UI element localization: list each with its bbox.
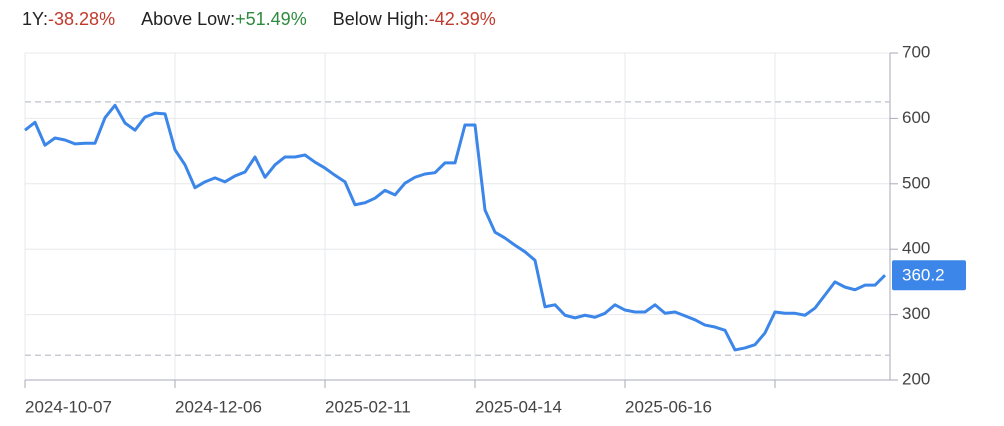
stat-value: -38.28% (48, 9, 115, 29)
y-tick-label: 400 (902, 239, 930, 258)
x-tick-label: 2024-10-07 (25, 397, 112, 416)
y-tick-label: 200 (902, 369, 930, 388)
stat-value: +51.49% (235, 9, 307, 29)
stat-label: Below High: (333, 9, 429, 29)
x-tick-label: 2025-06-16 (625, 397, 712, 416)
stat-value: -42.39% (429, 9, 496, 29)
y-tick-label: 500 (902, 173, 930, 192)
last-value-box (892, 260, 966, 291)
price-line (24, 103, 887, 352)
y-tick-label: 300 (902, 304, 930, 323)
last-value-label: 360.2 (902, 266, 945, 285)
x-tick-label: 2024-12-06 (175, 397, 262, 416)
x-tick-label: 2025-04-14 (475, 397, 562, 416)
stat-label: Above Low: (141, 9, 235, 29)
stat-label: 1Y: (22, 9, 48, 29)
y-tick-label: 600 (902, 108, 930, 127)
x-tick-label: 2025-02-11 (325, 397, 411, 416)
y-tick-label: 700 (902, 42, 930, 61)
